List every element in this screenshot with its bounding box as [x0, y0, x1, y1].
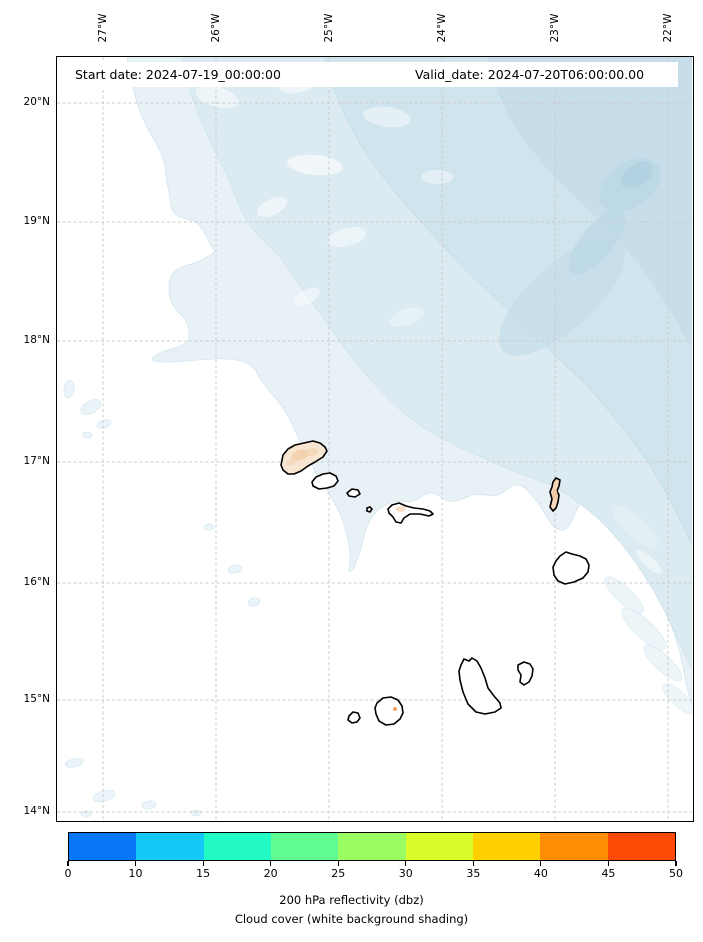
fogo-peak	[393, 707, 397, 711]
colorbar-segment	[405, 833, 473, 860]
colorbar-segment	[338, 833, 406, 860]
lat-tick-label: 17°N	[23, 455, 50, 467]
colorbar-tick-label: 30	[398, 867, 413, 880]
colorbar-tick	[134, 861, 137, 866]
colorbar-title: 200 hPa reflectivity (dbz)	[279, 893, 424, 907]
colorbar-tick-label: 25	[331, 867, 346, 880]
streak-se-2	[621, 607, 667, 651]
lon-tick-label: 27°W	[97, 13, 109, 43]
speck-4	[81, 431, 93, 439]
colorbar-tick	[405, 861, 407, 866]
valid-date-label: Valid_date: 2024-07-20T06:00:00.00	[415, 67, 645, 82]
island-santiago	[458, 657, 502, 715]
colorbar	[68, 832, 676, 861]
santo-antao-terrain-3	[286, 458, 298, 466]
colorbar-segment	[69, 833, 137, 860]
colorbar-segment	[540, 833, 608, 860]
speck-5	[227, 564, 243, 574]
island-boa-vista	[552, 551, 590, 585]
streak-se-4	[662, 683, 692, 715]
colorbar-tick	[202, 861, 204, 866]
lat-tick-label: 20°N	[23, 96, 50, 108]
colorbar-tick-label: 15	[196, 867, 211, 880]
colorbar-subtitle: Cloud cover (white background shading)	[234, 912, 469, 926]
speck-2	[80, 399, 102, 415]
colorbar-tick	[67, 861, 69, 866]
streak-se-5	[635, 549, 663, 575]
speck-12	[190, 809, 202, 817]
cloud-hole-9	[389, 307, 425, 327]
sao-nicolau-terrain	[396, 506, 406, 512]
colorbar-tick	[540, 861, 542, 866]
speck-7	[203, 523, 215, 531]
cloud-streak-join	[612, 505, 658, 549]
speck-3	[96, 419, 112, 429]
lat-tick-label: 14°N	[23, 805, 50, 817]
island-brava	[347, 711, 361, 724]
santo-antao-terrain-2	[306, 447, 318, 457]
lat-tick-label: 16°N	[23, 576, 50, 588]
island-santa-luzia	[346, 488, 361, 498]
lat-tick-label: 19°N	[23, 215, 50, 227]
santo-antao-terrain-1	[291, 449, 309, 461]
lon-tick-label: 22°W	[662, 13, 674, 43]
colorbar-tick-label: 20	[263, 867, 278, 880]
lon-tick-label: 26°W	[210, 13, 222, 43]
speck-9	[92, 790, 116, 802]
cloud-hole-8	[294, 287, 320, 307]
cloud-hole-5	[257, 197, 287, 217]
start-date-label: Start date: 2024-07-19_00:00:00	[75, 67, 281, 82]
map-svg	[57, 57, 692, 820]
colorbar-tick-label: 50	[669, 867, 683, 880]
colorbar-tick	[472, 861, 474, 866]
island-sao-vicente	[311, 472, 339, 490]
streak-se-1	[604, 576, 644, 614]
colorbar-tick	[270, 861, 272, 866]
colorbar-tick-label: 40	[533, 867, 548, 880]
lon-tick-label: 23°W	[549, 13, 561, 43]
colorbar-segment	[203, 833, 271, 860]
sal-terrain	[552, 489, 558, 499]
cloud-swirl-arc	[568, 209, 626, 275]
lat-tick-label: 18°N	[23, 334, 50, 346]
lon-tick-label: 24°W	[436, 13, 448, 43]
colorbar-tick-label: 45	[601, 867, 616, 880]
colorbar-tick	[607, 861, 610, 866]
colorbar-segment	[136, 833, 204, 860]
cloud-hole-3	[363, 106, 411, 128]
speck-1	[63, 379, 75, 399]
cloud-hole-6	[327, 226, 367, 248]
colorbar-segment	[607, 833, 675, 860]
colorbar-segment	[472, 833, 541, 860]
island-fogo	[374, 696, 404, 726]
cloud-hole-4	[287, 154, 343, 176]
island-sao-nicolau	[387, 502, 434, 524]
lon-tick-label: 25°W	[323, 13, 335, 43]
speck-6	[247, 597, 261, 607]
colorbar-tick-label: 0	[64, 867, 72, 880]
island-raso	[366, 506, 373, 513]
colorbar-tick-label: 35	[466, 867, 481, 880]
speck-8	[64, 758, 84, 768]
title-strip: Start date: 2024-07-19_00:00:00 Valid_da…	[58, 62, 678, 87]
island-maio	[517, 661, 534, 686]
cloud-swirl-core	[620, 161, 654, 189]
colorbar-tick	[675, 861, 677, 866]
colorbar-tick	[337, 861, 339, 866]
lat-tick-label: 15°N	[23, 693, 50, 705]
colorbar-segment	[270, 833, 339, 860]
speck-11	[80, 810, 92, 818]
map-frame: Start date: 2024-07-19_00:00:00 Valid_da…	[56, 56, 694, 822]
cloud-field-dense-ne	[487, 57, 692, 347]
cloud-band	[498, 238, 626, 356]
colorbar-tick-label: 10	[128, 867, 143, 880]
cloud-hole-7	[421, 170, 453, 184]
speck-10	[141, 800, 157, 810]
